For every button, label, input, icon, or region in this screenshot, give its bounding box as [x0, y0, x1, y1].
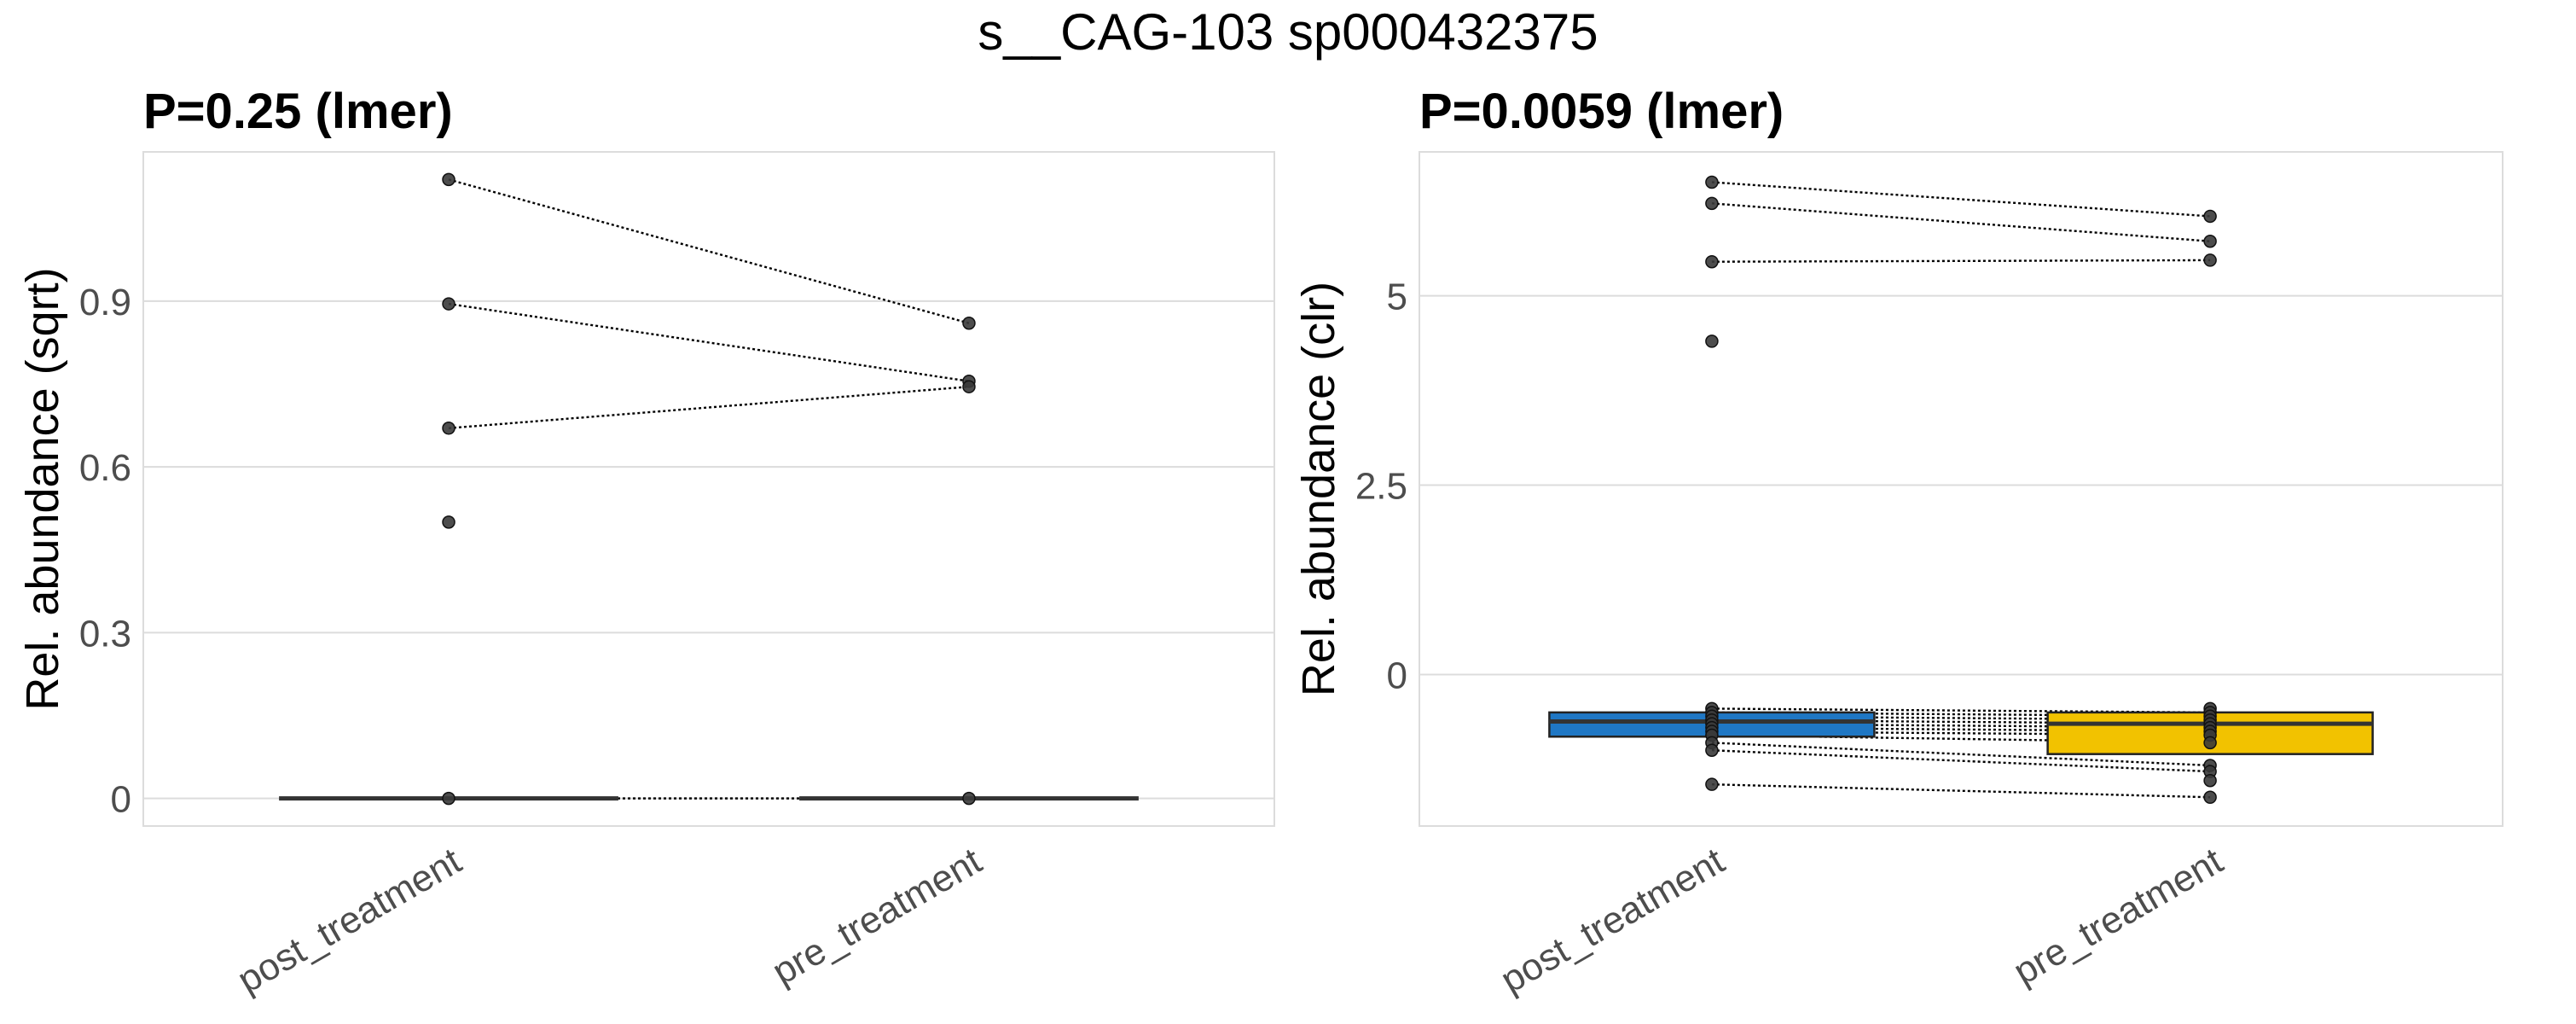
data-point [2203, 209, 2217, 224]
pair-line [1711, 783, 2211, 799]
data-point [2203, 773, 2217, 788]
panel-1: P=0.25 (lmer) 0 0.3 0.6 0.9 Rel. abundance (s… [17, 84, 1275, 1001]
data-point [2203, 234, 2217, 248]
pair-line [1711, 742, 2211, 767]
panels: P=0.25 (lmer) 0 0.3 0.6 0.9 Rel. abundance (s… [17, 84, 2503, 1001]
panel-subtitle: P=0.25 (lmer) [143, 84, 453, 139]
y-tick-label: 0.9 [79, 282, 131, 323]
y-tick-label: 0 [111, 779, 131, 821]
y-tick-label: 5 [1387, 276, 1407, 318]
y-tick-label: 0.3 [79, 613, 131, 655]
data-point [1705, 254, 1719, 269]
data-point [962, 316, 976, 330]
y-tick-label: 0.6 [79, 447, 131, 489]
panel-2: P=0.0059 (lmer) 0 2.5 5 Rel. abundance (clr)… [1293, 84, 2503, 1001]
data-point [442, 297, 455, 311]
data-point [1705, 196, 1719, 211]
figure-title: s__CAG-103 sp000432375 [978, 3, 1598, 61]
pair-line [1711, 181, 2211, 218]
y-axis-label: Rel. abundance (sqrt) [17, 267, 68, 710]
x-tick-label: pre_treatment [2006, 840, 2230, 992]
x-tick-label: post_treatment [230, 840, 468, 1001]
data-point [442, 515, 455, 529]
pair-line [1711, 259, 2211, 263]
pair-line [448, 386, 970, 429]
y-axis-label: Rel. abundance (clr) [1293, 282, 1344, 696]
data-point [2203, 736, 2217, 750]
panel-subtitle: P=0.0059 (lmer) [1419, 84, 1784, 139]
data-point [2203, 253, 2217, 267]
data-point [962, 791, 976, 806]
data-point [1705, 777, 1719, 791]
data-point [1705, 175, 1719, 189]
y-tick-label: 2.5 [1355, 466, 1407, 508]
data-point [2203, 790, 2217, 805]
data-point [442, 422, 455, 435]
data-point [442, 172, 455, 187]
pair-line [1711, 749, 2211, 773]
data-point [1705, 335, 1719, 348]
data-point [1705, 743, 1719, 757]
data-point [442, 791, 455, 806]
panel-border [1419, 151, 2503, 827]
y-tick-label: 0 [1387, 655, 1407, 696]
x-tick-label: post_treatment [1494, 840, 1732, 1001]
panel-border [142, 151, 1275, 827]
data-point [962, 380, 976, 393]
x-tick-label: pre_treatment [765, 840, 989, 992]
pair-line [1711, 202, 2211, 242]
pair-line [448, 302, 970, 382]
